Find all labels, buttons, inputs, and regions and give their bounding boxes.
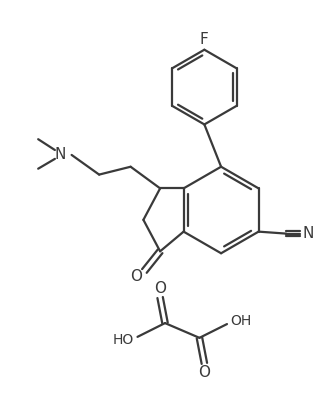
Text: HO: HO	[113, 333, 134, 347]
Text: OH: OH	[230, 314, 252, 328]
Text: O: O	[131, 269, 143, 284]
Text: N: N	[302, 226, 313, 241]
Text: N: N	[54, 147, 65, 163]
Text: O: O	[154, 281, 166, 296]
Text: F: F	[200, 32, 209, 47]
Text: O: O	[198, 365, 210, 380]
